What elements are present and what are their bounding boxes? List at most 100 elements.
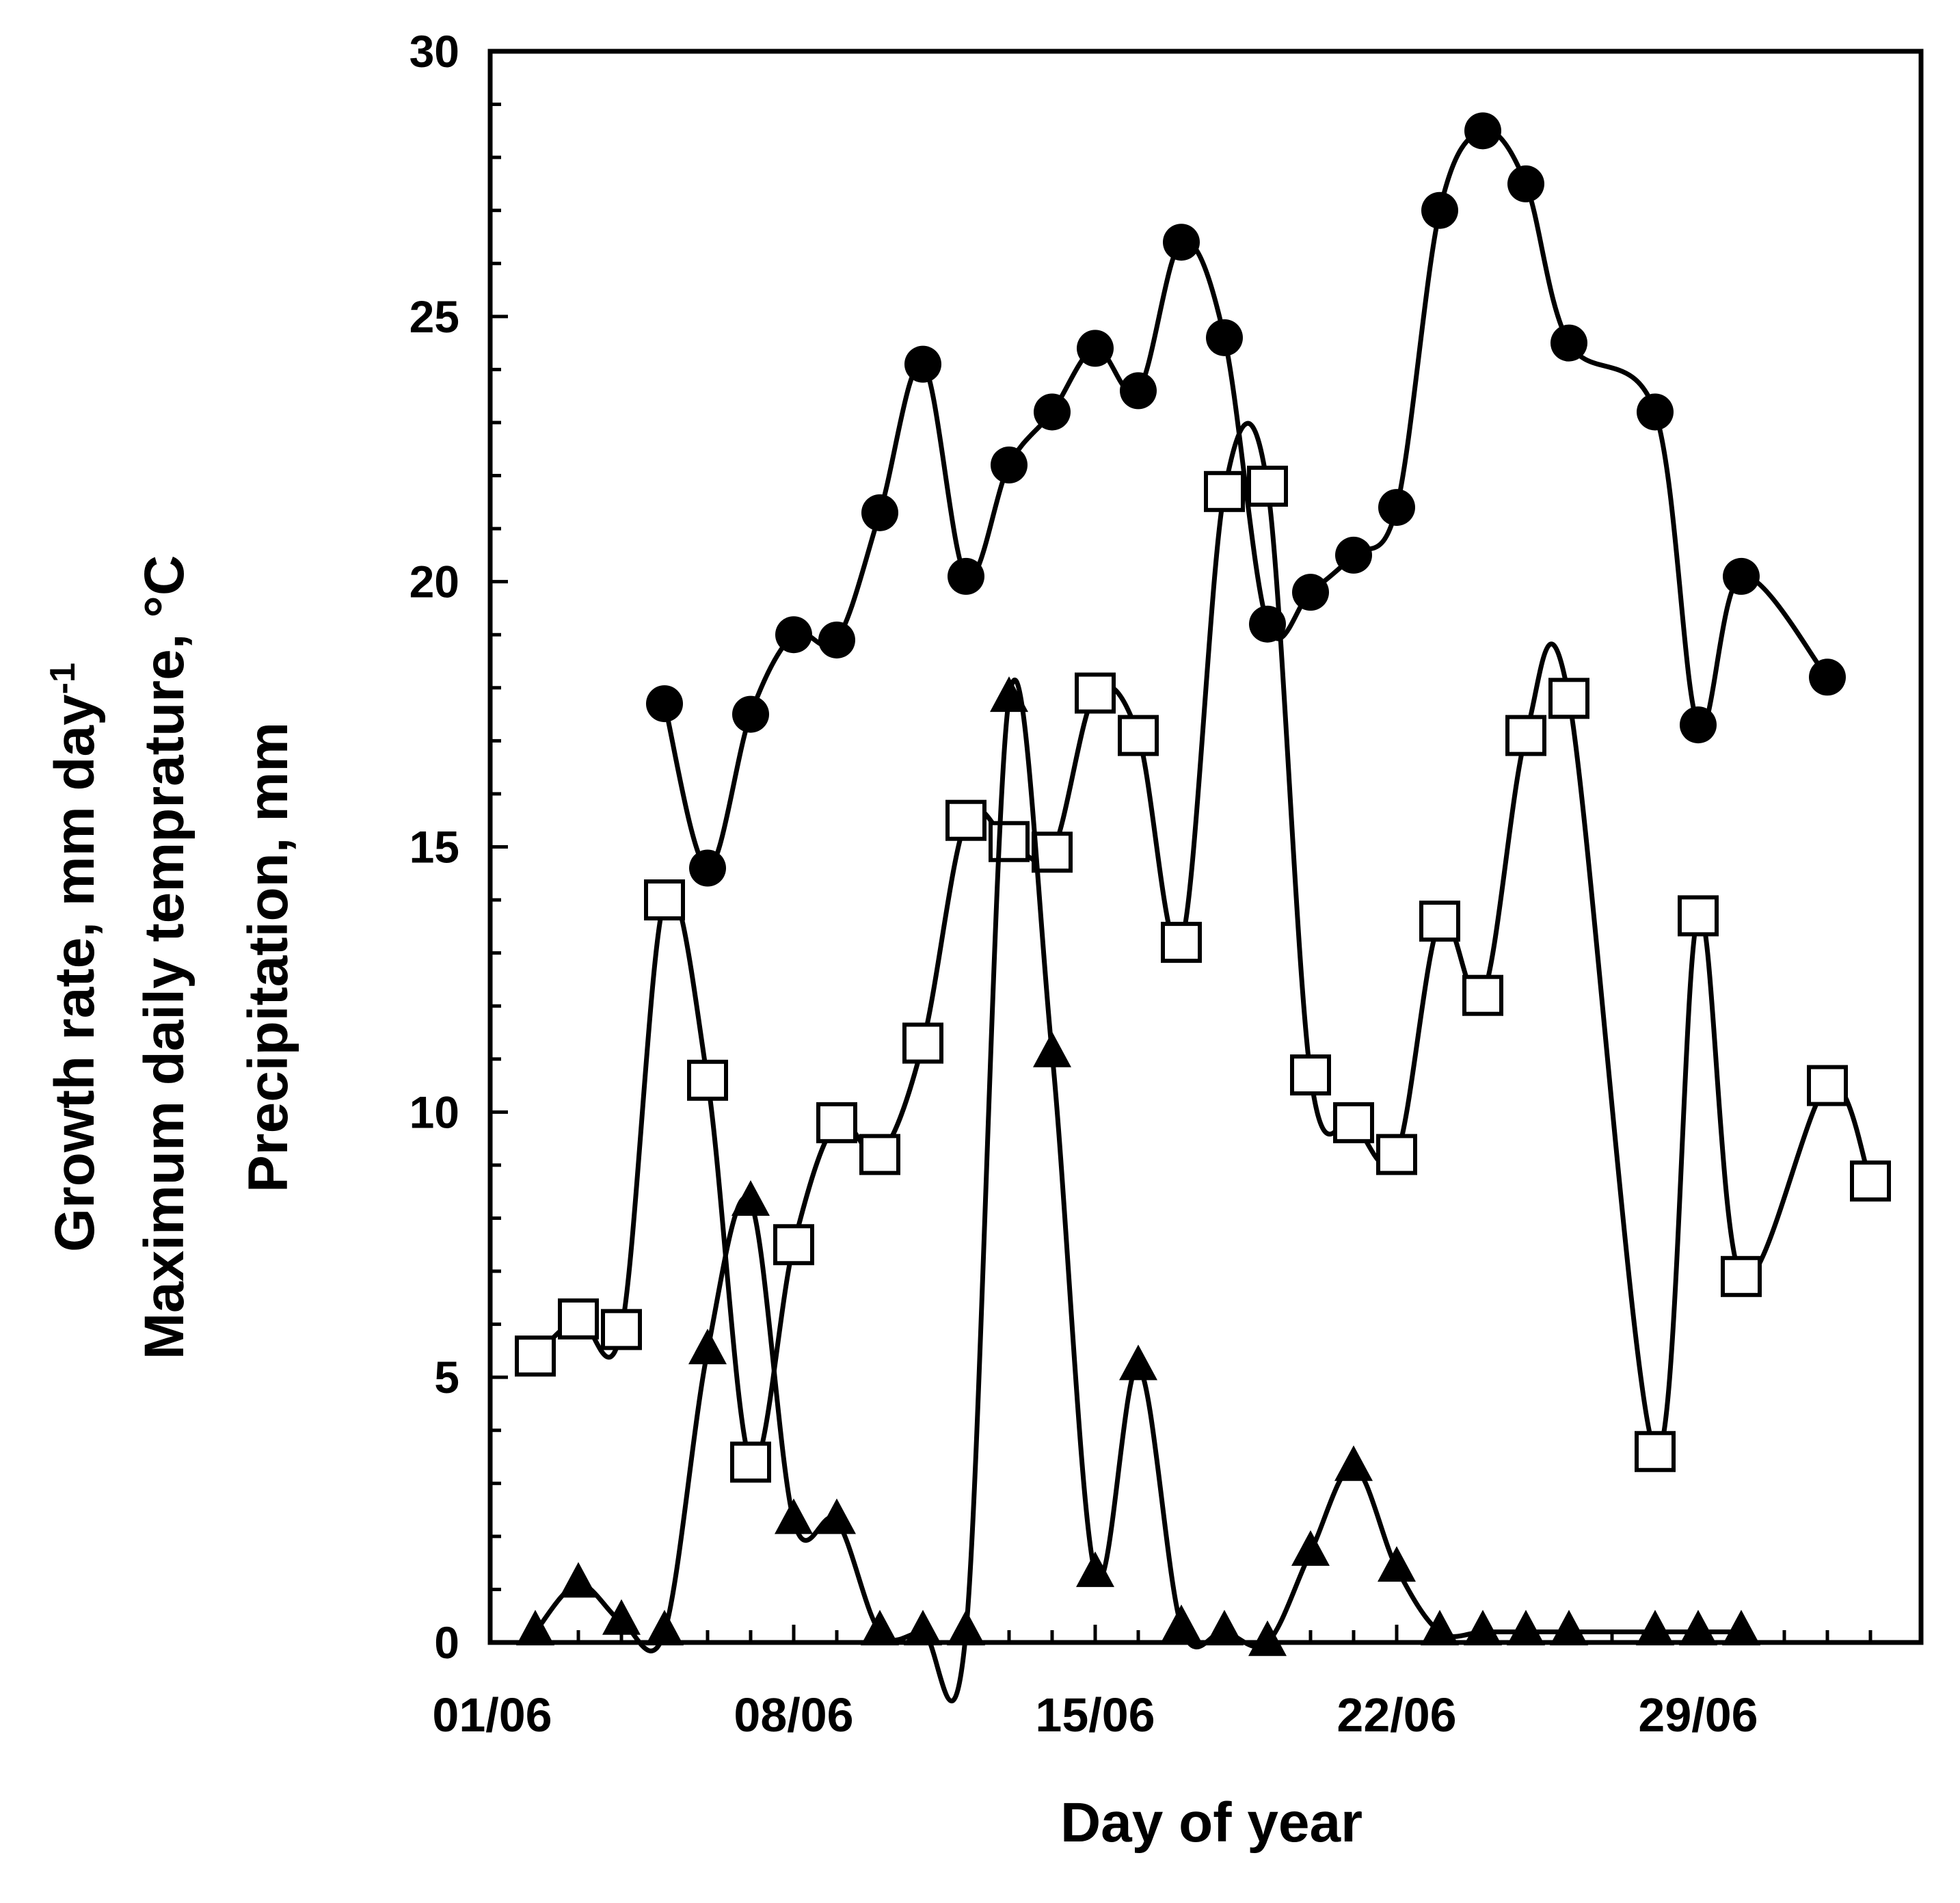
y-axis-title-growth-superscript: -1 [43,663,83,694]
data-point-circle [1120,372,1157,410]
data-point-square [1807,1065,1848,1106]
y-axis-title-growth: Growth rate, mm day-1 [43,663,106,1252]
data-point-triangle [645,1610,684,1646]
series-filled-triangle [516,676,1760,1703]
data-point-square [1419,901,1460,942]
data-point-triangle [861,1610,899,1646]
series-filled-circle [646,112,1846,887]
data-point-triangle [688,1329,727,1365]
data-point-circle [1421,191,1458,229]
data-point-triangle [1464,1610,1502,1646]
data-point-triangle [1722,1610,1760,1646]
data-point-circle [1464,112,1501,150]
data-point-circle [904,345,941,383]
x-tick-label: 08/06 [734,1688,853,1742]
data-point-triangle [1033,1031,1071,1067]
data-point-square [1635,1430,1676,1472]
data-point-square [1678,895,1719,937]
series-open-square [515,421,1891,1483]
data-point-square [515,1335,556,1377]
y-tick-label: 15 [410,822,459,873]
y-tick-label: 5 [434,1352,459,1402]
y-axis-title-growth-text: Growth rate, mm day [44,694,106,1252]
labels: Day of year Growth rate, mm day-1 Maximu… [43,555,1362,1854]
y-tick-label: 0 [434,1617,459,1668]
data-point-circle [1637,393,1674,431]
y-tick-label: 10 [410,1087,459,1137]
data-point-circle [1680,706,1717,744]
data-point-triangle [947,1610,985,1646]
data-point-square [601,1309,642,1350]
data-point-triangle [1636,1610,1674,1646]
data-point-square [687,1059,728,1101]
data-point-triangle [602,1599,641,1635]
series-line [662,128,1829,871]
data-point-triangle [818,1498,856,1534]
data-point-circle [991,447,1028,484]
data-point-triangle [990,676,1028,713]
y-tick-label: 25 [410,291,459,342]
data-point-triangle [1162,1604,1200,1640]
data-point-circle [948,557,984,595]
x-tick-label: 22/06 [1337,1688,1456,1742]
data-point-square [859,1134,900,1175]
data-point-triangle [1679,1610,1717,1646]
data-point-triangle [559,1562,598,1598]
y-axis-title-precipitation: Precipitation, mm [237,722,299,1193]
data-point-triangle [1507,1610,1545,1646]
y-tick-label: 20 [410,557,459,607]
data-point-square [1548,678,1589,719]
data-point-square [902,1022,943,1064]
y-axis-title-temperature: Maximum daily temprature, °C [133,555,196,1360]
x-tick-label: 29/06 [1638,1688,1758,1742]
data-point-triangle [1550,1610,1588,1646]
data-point-triangle [731,1180,770,1216]
x-tick-label: 01/06 [432,1688,552,1742]
data-point-triangle [1205,1610,1244,1646]
data-point-square [644,879,685,921]
data-point-square [1290,1054,1331,1096]
data-point-circle [1077,330,1114,367]
data-point-triangle [1119,1344,1157,1381]
data-point-circle [1034,393,1071,431]
data-point-circle [1550,324,1587,362]
series-line [533,677,1741,1703]
data-point-circle [1378,489,1415,527]
data-point-circle [689,849,726,887]
data-point-circle [1206,319,1243,356]
data-point-square [1247,466,1288,507]
x-axis-title: Day of year [1060,1792,1362,1854]
x-tick-label: 15/06 [1035,1688,1155,1742]
data-point-square [1075,672,1116,714]
data-point-triangle [1291,1530,1330,1566]
data-point-square [1376,1134,1417,1175]
data-point-triangle [516,1610,554,1646]
data-point-circle [1507,165,1544,202]
data-point-circle [775,616,812,654]
y-tick-label: 30 [410,26,459,77]
data-point-triangle [1248,1620,1287,1656]
data-point-square [1462,974,1503,1016]
data-point-square [730,1441,771,1483]
series-group [515,112,1891,1703]
data-point-circle [861,494,898,531]
data-point-circle [1292,574,1329,611]
data-point-square [1032,831,1073,873]
data-point-square [1505,715,1546,756]
data-point-circle [818,621,855,658]
data-point-square [1721,1255,1762,1297]
data-point-circle [646,685,683,723]
data-point-square [1161,922,1202,963]
data-point-square [1850,1160,1891,1202]
data-point-triangle [1378,1546,1416,1582]
data-point-square [945,799,986,841]
data-point-triangle [904,1610,942,1646]
data-point-circle [1723,557,1760,595]
data-point-circle [1335,536,1372,574]
data-point-circle [1809,658,1846,696]
data-point-triangle [1076,1551,1114,1587]
data-point-square [1204,470,1245,512]
data-point-square [773,1224,814,1266]
data-point-square [1118,715,1159,756]
